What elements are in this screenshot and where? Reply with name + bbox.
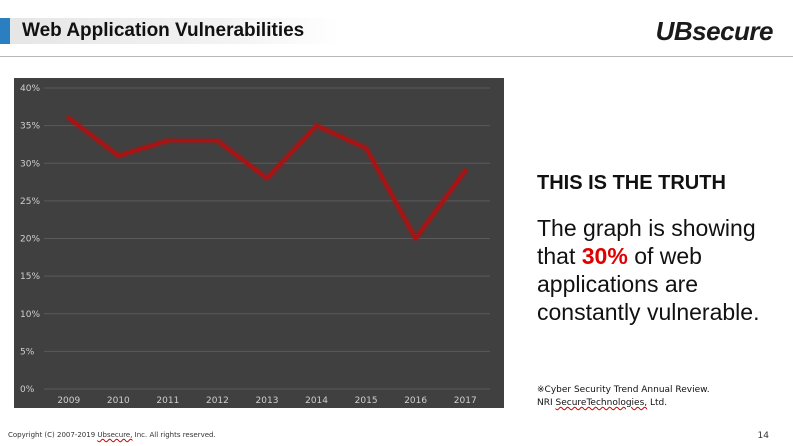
chart-svg: 0% 5% 10% 15% 20% 25% 30% 35% 40% 2009 2010 2011 201… <box>20 84 490 406</box>
x-tick-label: 2012 <box>206 396 229 406</box>
statement-text-end: of web applications are constantly vulne… <box>537 243 760 325</box>
x-tick-label: 2015 <box>355 396 378 406</box>
y-tick-label: 20% <box>20 235 40 245</box>
x-tick-label: 2013 <box>256 396 279 406</box>
copyright-company: Ubsecure, <box>97 431 133 439</box>
header-divider <box>0 56 793 57</box>
x-tick-label: 2009 <box>57 396 80 406</box>
y-tick-label: 15% <box>20 272 40 282</box>
y-tick-label: 5% <box>20 347 35 357</box>
y-tick-label: 25% <box>20 197 40 207</box>
title-accent-bar <box>0 18 10 44</box>
source-company-name: SecureTechnologies, <box>555 398 648 408</box>
source-line-2: NRI SecureTechnologies, Ltd. <box>537 397 710 410</box>
y-tick-label: 0% <box>20 385 35 395</box>
statement-text-start: The graph is showing that <box>537 215 756 269</box>
source-line-2-end: Ltd. <box>647 398 668 408</box>
x-tick-label: 2010 <box>107 396 130 406</box>
x-tick-label: 2017 <box>454 396 477 406</box>
x-tick-label: 2014 <box>305 396 328 406</box>
vulnerability-line-chart: 0% 5% 10% 15% 20% 25% 30% 35% 40% 2009 2010 2011 201… <box>14 78 504 408</box>
data-point <box>116 154 120 158</box>
data-point <box>463 169 467 173</box>
title-background <box>10 18 340 44</box>
truth-heading: THIS IS THE TRUTH <box>537 172 726 194</box>
highlight-percentage: 30% <box>581 243 628 269</box>
source-line-1: ※Cyber Security Trend Annual Review. <box>537 385 710 395</box>
source-citation: ※Cyber Security Trend Annual Review. NRI… <box>537 384 710 410</box>
truth-statement: The graph is showing that 30% of web app… <box>537 214 777 326</box>
data-point <box>265 176 269 180</box>
data-point <box>315 124 319 128</box>
copyright-notice: Copyright (C) 2007-2019 Ubsecure, Inc. A… <box>8 431 216 439</box>
data-point <box>215 139 219 143</box>
ubsecure-logo: UBsecure <box>655 16 774 46</box>
data-point <box>67 116 71 120</box>
x-tick-label: 2016 <box>404 396 427 406</box>
copyright-start: Copyright (C) 2007-2019 <box>8 431 98 439</box>
x-tick-label: 2011 <box>156 396 179 406</box>
page-number: 14 <box>757 431 769 441</box>
y-tick-label: 10% <box>20 310 40 320</box>
data-point <box>414 237 418 240</box>
copyright-end: Inc. All rights reserved. <box>132 431 216 439</box>
data-point <box>166 139 170 143</box>
data-point <box>364 146 368 150</box>
y-tick-label: 30% <box>20 159 40 169</box>
y-tick-label: 40% <box>20 84 40 94</box>
y-tick-label: 35% <box>20 122 40 132</box>
page-title: Web Application Vulnerabilities <box>22 20 305 41</box>
source-line-2-start: NRI <box>537 398 556 408</box>
